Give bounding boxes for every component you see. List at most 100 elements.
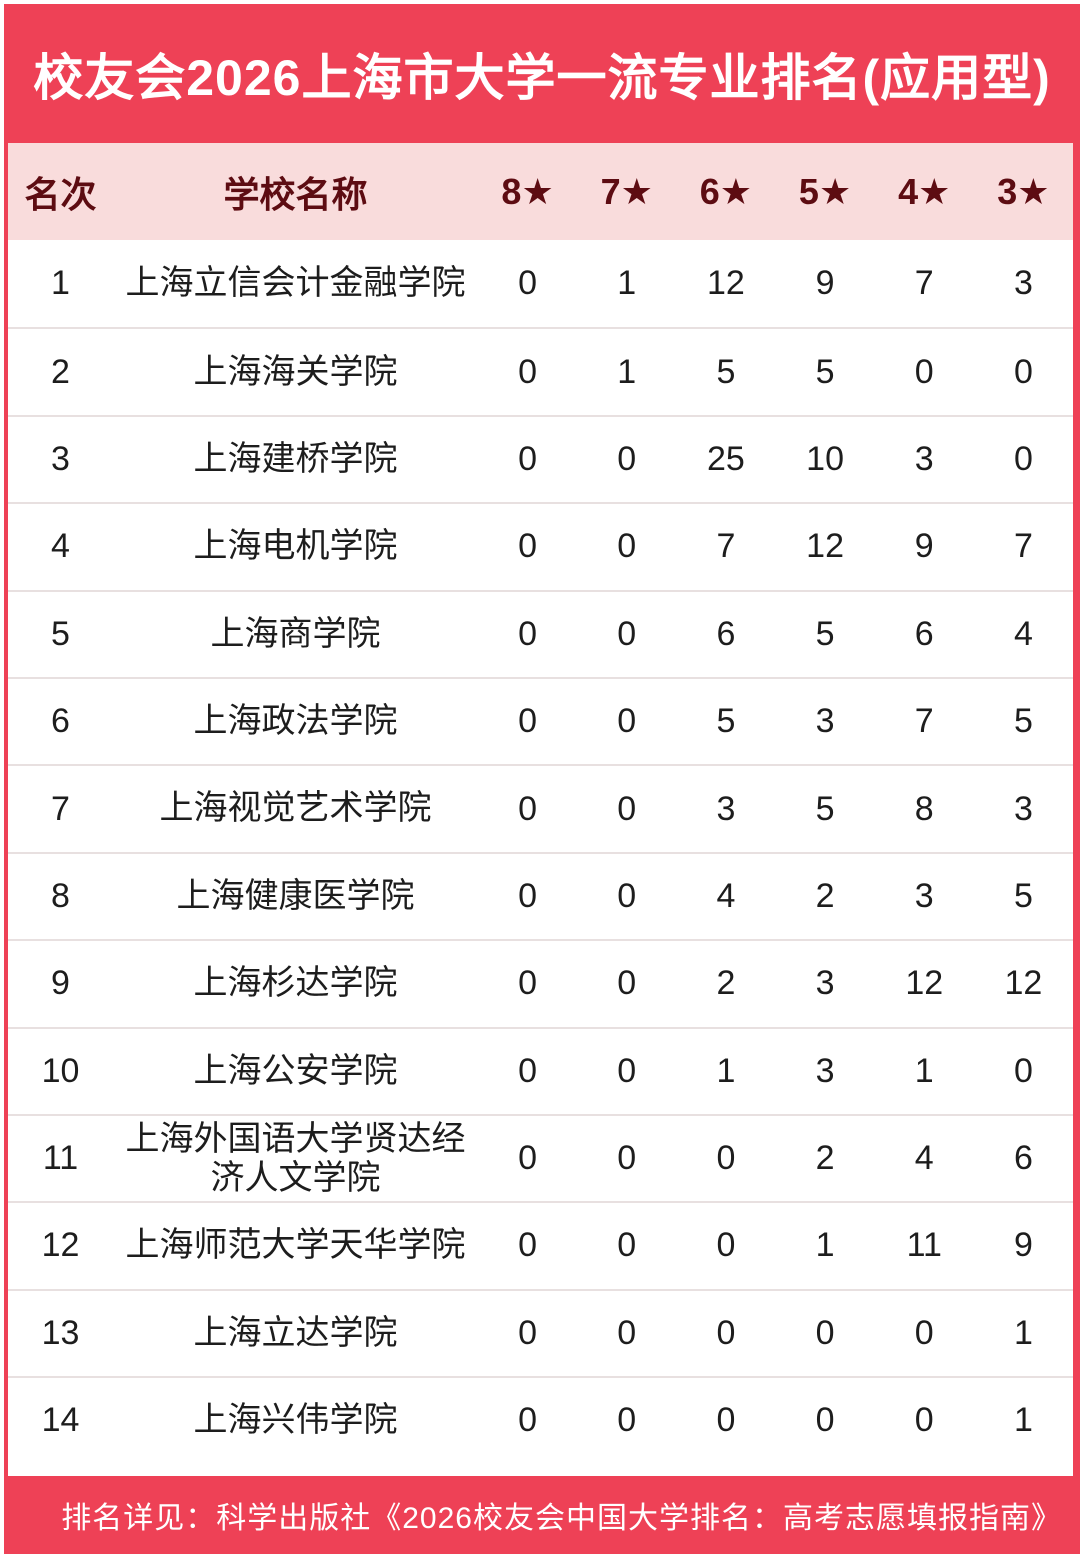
rank-cell: 9 <box>51 964 70 1003</box>
star-count-cell: 1 <box>716 1051 736 1090</box>
school-cell: 上海立信会计金融学院 <box>125 264 466 303</box>
star-count-cell: 3 <box>815 702 835 741</box>
star-count-cell: 4 <box>914 1139 934 1178</box>
star-count-cell: 0 <box>914 1401 934 1440</box>
star-count-cell: 5 <box>1013 702 1033 741</box>
page-title: 校友会2026上海市大学一流专业排名(应用型) <box>33 49 1051 106</box>
star-count-cell: 10 <box>806 439 844 478</box>
star-count-cell: 0 <box>617 789 637 828</box>
star-count-cell: 12 <box>1004 964 1043 1003</box>
star-count-cell: 7 <box>1013 527 1033 566</box>
star-count-cell: 6 <box>1013 1139 1033 1178</box>
star-count-cell: 2 <box>815 1139 835 1178</box>
star-count-cell: 9 <box>914 527 934 566</box>
rank-cell: 2 <box>51 352 70 391</box>
table-row: 9 上海杉达学院 0 0 2 3 12 12 <box>8 939 1073 1026</box>
rank-cell: 13 <box>41 1313 80 1352</box>
star-count-cell: 0 <box>914 1313 934 1352</box>
rank-cell: 14 <box>41 1401 80 1440</box>
rank-cell: 3 <box>51 439 70 478</box>
table-row: 2 上海海关学院 0 1 5 5 0 0 <box>8 327 1073 414</box>
school-cell: 上海电机学院 <box>193 527 398 566</box>
star-count-cell: 25 <box>706 439 745 478</box>
star-count-cell: 0 <box>617 1226 637 1265</box>
star-count-cell: 0 <box>1013 352 1033 391</box>
star-count-cell: 0 <box>518 789 538 828</box>
rank-cell: 10 <box>41 1051 80 1090</box>
star-count-cell: 1 <box>617 264 637 303</box>
star-count-cell: 0 <box>518 1051 538 1090</box>
rank-cell: 8 <box>51 876 70 915</box>
table-row: 10 上海公安学院 0 0 1 3 1 0 <box>8 1026 1073 1114</box>
star-count-cell: 0 <box>617 527 637 566</box>
star-count-cell: 0 <box>617 1313 637 1352</box>
star-count-cell: 1 <box>1013 1313 1033 1352</box>
ranking-table: 名次 学校名称 8★ 7★ 6★ 5★ 4★ 3★ 1 上海立信会计金融学院 0… <box>8 143 1073 1476</box>
star-count-cell: 0 <box>518 1226 538 1265</box>
star-count-cell: 0 <box>617 964 637 1003</box>
star-count-cell: 5 <box>716 702 736 741</box>
star-count-cell: 9 <box>815 264 835 303</box>
school-cell: 上海健康医学院 <box>176 876 415 915</box>
star-count-cell: 1 <box>815 1226 835 1265</box>
star-count-cell: 3 <box>815 1051 835 1090</box>
column-header-3star: 3★ <box>997 170 1050 212</box>
star-count-cell: 0 <box>518 964 538 1003</box>
star-count-cell: 0 <box>518 614 538 653</box>
star-count-cell: 1 <box>1013 1401 1033 1440</box>
star-count-cell: 0 <box>716 1139 736 1178</box>
column-header-school: 学校名称 <box>223 173 368 215</box>
school-cell: 上海兴伟学院 <box>193 1401 398 1440</box>
table-row: 4 上海电机学院 0 0 7 12 9 7 <box>8 502 1073 589</box>
star-count-cell: 0 <box>518 264 538 303</box>
rank-cell: 1 <box>51 264 70 303</box>
school-cell: 上海外国语大学贤达经济人文学院 <box>125 1119 466 1197</box>
rank-cell: 4 <box>51 527 70 566</box>
school-cell: 上海师范大学天华学院 <box>125 1226 466 1265</box>
star-count-cell: 0 <box>617 1401 637 1440</box>
star-count-cell: 0 <box>617 1139 637 1178</box>
star-count-cell: 0 <box>815 1313 835 1352</box>
rank-cell: 6 <box>51 702 70 741</box>
star-count-cell: 0 <box>617 439 637 478</box>
table-body: 1 上海立信会计金融学院 0 1 12 9 7 3 2 上海海关学院 0 1 5… <box>8 240 1073 1463</box>
star-count-cell: 0 <box>716 1313 736 1352</box>
table-row: 12 上海师范大学天华学院 0 0 0 1 11 9 <box>8 1201 1073 1288</box>
column-header-8star: 8★ <box>501 170 554 212</box>
star-count-cell: 5 <box>815 789 835 828</box>
school-cell: 上海海关学院 <box>193 352 398 391</box>
star-count-cell: 0 <box>1013 439 1033 478</box>
star-count-cell: 4 <box>1013 614 1033 653</box>
star-count-cell: 0 <box>617 614 637 653</box>
school-cell: 上海商学院 <box>210 614 381 653</box>
star-count-cell: 0 <box>1013 1051 1033 1090</box>
star-count-cell: 0 <box>518 702 538 741</box>
star-count-cell: 1 <box>617 352 637 391</box>
star-count-cell: 0 <box>716 1226 736 1265</box>
school-cell: 上海建桥学院 <box>193 439 398 478</box>
star-count-cell: 8 <box>914 789 934 828</box>
star-count-cell: 7 <box>914 264 934 303</box>
title-bar: 校友会2026上海市大学一流专业排名(应用型) <box>4 4 1080 143</box>
school-cell: 上海立达学院 <box>193 1313 398 1352</box>
star-count-cell: 0 <box>518 439 538 478</box>
table-row: 5 上海商学院 0 0 6 5 6 4 <box>8 589 1073 677</box>
column-header-rank: 名次 <box>24 173 97 215</box>
star-count-cell: 5 <box>815 352 835 391</box>
star-count-cell: 0 <box>617 1051 637 1090</box>
table-row: 8 上海健康医学院 0 0 4 2 3 5 <box>8 851 1073 939</box>
star-count-cell: 5 <box>815 614 835 653</box>
school-cell: 上海视觉艺术学院 <box>159 789 432 828</box>
rank-cell: 7 <box>51 789 70 828</box>
star-count-cell: 0 <box>518 1139 538 1178</box>
star-count-cell: 0 <box>716 1401 736 1440</box>
star-count-cell: 0 <box>518 1313 538 1352</box>
school-cell: 上海杉达学院 <box>193 964 398 1003</box>
footer-note: 排名详见：科学出版社《2026校友会中国大学排名：高考志愿填报指南》 <box>61 1502 1062 1535</box>
table-row: 3 上海建桥学院 0 0 25 10 3 0 <box>8 414 1073 502</box>
star-count-cell: 3 <box>815 964 835 1003</box>
star-count-cell: 3 <box>1013 789 1033 828</box>
star-count-cell: 2 <box>815 876 835 915</box>
star-count-cell: 0 <box>617 702 637 741</box>
star-count-cell: 5 <box>1013 876 1033 915</box>
